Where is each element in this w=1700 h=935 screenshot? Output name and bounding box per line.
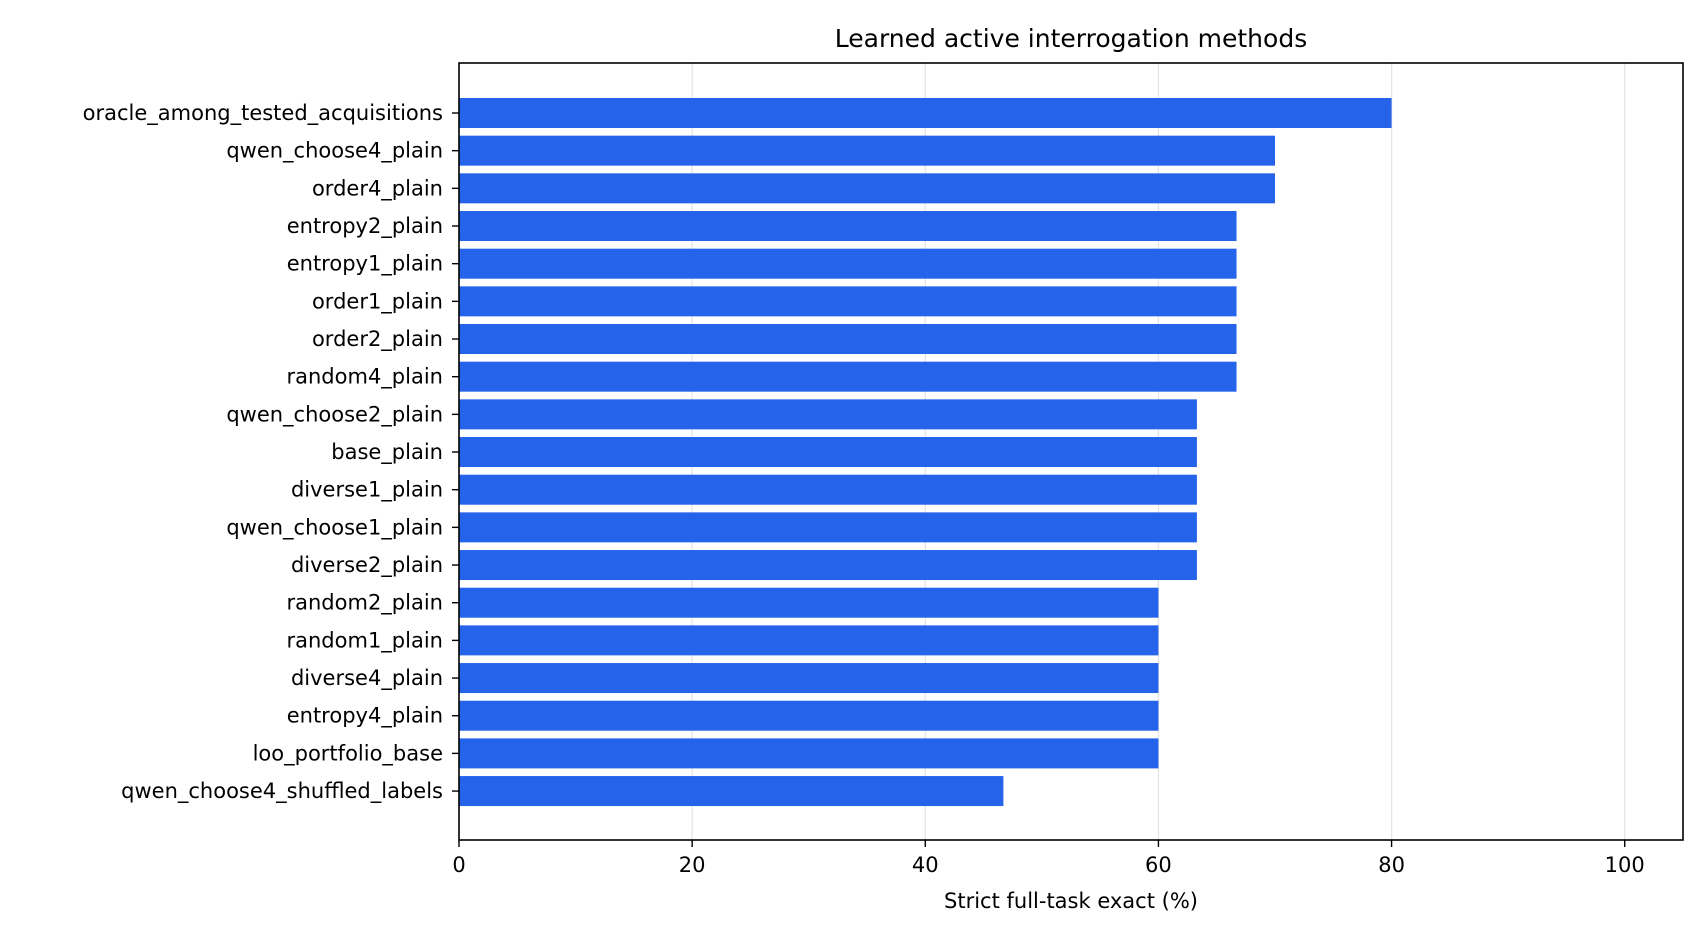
bar-qwen-choose4-plain [459, 135, 1275, 166]
x-tick-label: 60 [1145, 853, 1172, 877]
x-tick-label: 20 [679, 853, 706, 877]
y-category-label: oracle_among_tested_acquisitions [83, 101, 443, 126]
y-category-label: qwen_choose4_shuffled_labels [121, 779, 443, 804]
y-category-label: random2_plain [287, 591, 444, 616]
y-axis-category-labels: oracle_among_tested_acquisitions qwen_cho… [83, 101, 459, 804]
y-category-label: entropy4_plain [287, 704, 443, 729]
bar-entropy1-plain [459, 248, 1237, 279]
y-category-label: diverse2_plain [291, 553, 443, 578]
bar-qwen-choose2-plain [459, 399, 1197, 430]
x-tick-label: 80 [1378, 853, 1405, 877]
bar-loo-portfolio-base [459, 738, 1159, 769]
x-tick-label: 100 [1605, 853, 1645, 877]
chart-title: Learned active interrogation methods [835, 24, 1307, 53]
y-category-label: qwen_choose2_plain [226, 402, 443, 427]
bar-diverse4-plain [459, 663, 1159, 694]
bar-qwen-choose1-plain [459, 512, 1197, 543]
y-category-label: order4_plain [312, 176, 443, 201]
y-category-label: random4_plain [287, 365, 444, 390]
y-category-label: diverse4_plain [291, 666, 443, 691]
bars [459, 98, 1392, 807]
y-category-label: base_plain [331, 440, 443, 465]
y-category-label: random1_plain [287, 628, 444, 653]
bar-oracle-among-tested-acquisitions [459, 98, 1392, 128]
bar-diverse1-plain [459, 474, 1197, 505]
x-tick-label: 0 [452, 853, 465, 877]
y-category-label: loo_portfolio_base [253, 741, 443, 766]
bar-order1-plain [459, 286, 1237, 317]
x-tick-label: 40 [912, 853, 939, 877]
y-category-label: order2_plain [312, 327, 443, 352]
y-category-label: order1_plain [312, 289, 443, 314]
bar-entropy2-plain [459, 211, 1237, 242]
y-category-label: qwen_choose1_plain [226, 515, 443, 540]
bar-diverse2-plain [459, 550, 1197, 581]
bar-entropy4-plain [459, 700, 1159, 731]
bar-order2-plain [459, 324, 1237, 355]
bar-base-plain [459, 437, 1197, 468]
y-category-label: qwen_choose4_plain [226, 139, 443, 164]
bar-random4-plain [459, 361, 1237, 392]
bar-random2-plain [459, 587, 1159, 618]
bar-qwen-choose4-shuffled-labels [459, 776, 1004, 807]
x-axis-label: Strict full-task exact (%) [944, 889, 1198, 913]
x-axis-ticks: 0 20 40 60 80 100 [452, 840, 1645, 877]
y-category-label: entropy2_plain [287, 214, 443, 239]
y-category-label: entropy1_plain [287, 252, 443, 277]
y-category-label: diverse1_plain [291, 478, 443, 503]
bar-random1-plain [459, 625, 1159, 656]
bar-order4-plain [459, 173, 1275, 204]
